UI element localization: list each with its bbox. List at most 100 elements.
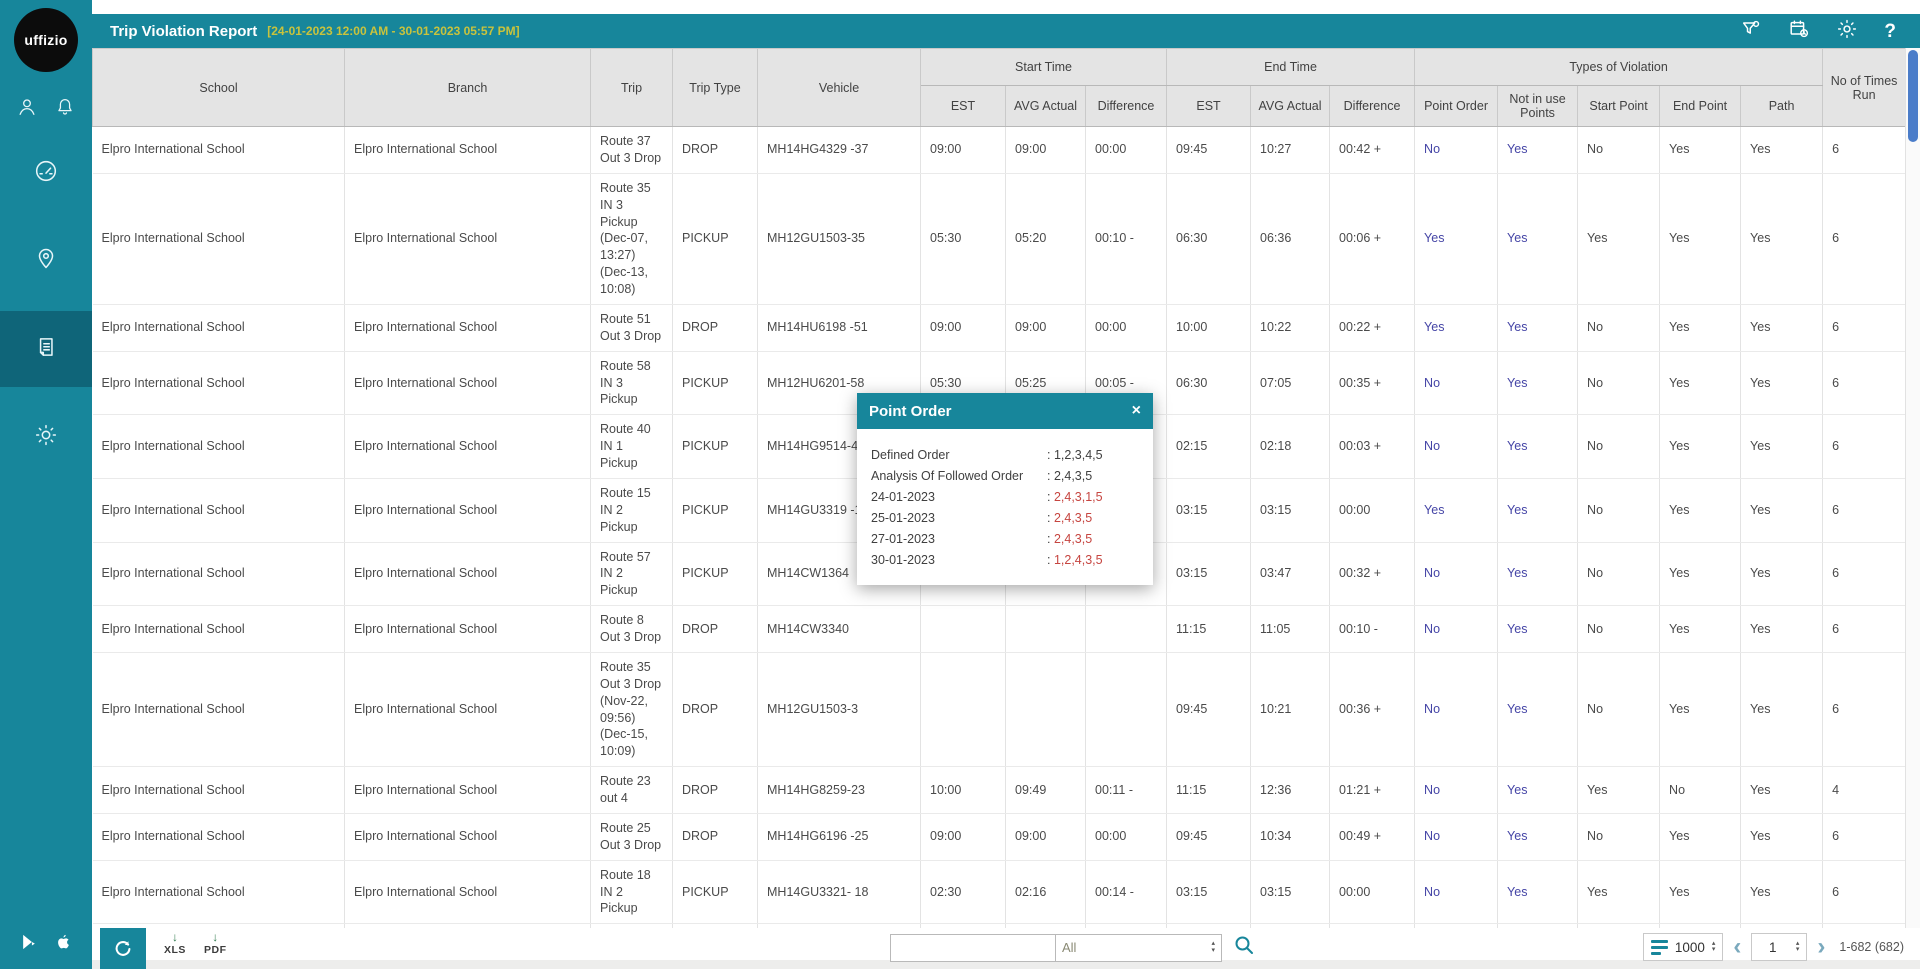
cell-not-in-use-link[interactable]: Yes — [1497, 414, 1579, 479]
cell-start-point: No — [1577, 923, 1661, 928]
group-header-start-time: Start Time — [919, 48, 1168, 86]
cell-vehicle: MH12GU1503-3 — [757, 652, 921, 768]
cell-end-est: 11:15 — [1166, 766, 1252, 814]
cell-point-order-link[interactable]: No — [1414, 351, 1499, 416]
cell-point-order-link[interactable]: Yes — [1414, 923, 1499, 928]
cell-point-order-link[interactable]: No — [1414, 813, 1499, 861]
search-column-selected: All — [1062, 940, 1077, 955]
cell-times-run: 6 — [1822, 605, 1907, 653]
cell-not-in-use-link[interactable]: Yes — [1497, 304, 1579, 352]
footer-bar: ↓ XLS ↓ PDF All ▴ ▾ 1000 ▴ ▾ ‹ 1 — [92, 928, 1920, 969]
search-icon[interactable] — [1232, 933, 1256, 962]
cell-not-in-use-link[interactable]: Yes — [1497, 605, 1579, 653]
cell-not-in-use-link[interactable]: Yes — [1497, 542, 1579, 607]
cell-start-diff: 00:00 — [1085, 813, 1168, 861]
cell-not-in-use-link[interactable]: Yes — [1497, 652, 1579, 768]
col-header-point-order: Point Order — [1414, 85, 1499, 127]
close-icon[interactable]: × — [1131, 402, 1141, 419]
google-play-icon[interactable] — [19, 932, 39, 957]
cell-not-in-use-link[interactable]: Yes — [1497, 813, 1579, 861]
cell-end-est: 09:45 — [1166, 813, 1252, 861]
cell-point-order-link[interactable]: Yes — [1414, 478, 1499, 543]
cell-end-avg: 07:05 — [1250, 351, 1331, 416]
cell-point-order-link[interactable]: Yes — [1414, 304, 1499, 352]
cell-not-in-use-link[interactable]: Yes — [1497, 478, 1579, 543]
table-row: Elpro International School Elpro Interna… — [92, 813, 1907, 861]
search-column-select[interactable]: All ▴ ▾ — [1056, 933, 1222, 962]
popup-row-label: Defined Order — [871, 448, 950, 462]
cell-start-avg: 09:00 — [1005, 813, 1086, 861]
page-number-input[interactable]: 1 ▴ ▾ — [1751, 933, 1808, 961]
cell-end-avg: 06:36 — [1250, 173, 1331, 305]
cell-end-diff: 00:49 + — [1329, 813, 1416, 861]
cell-trip: Route 44 Out 3 Drop — [590, 923, 673, 928]
cell-end-est: 03:15 — [1166, 542, 1252, 607]
cell-end-est: 11:15 — [1166, 605, 1252, 653]
col-header-end-est: EST — [1166, 85, 1252, 127]
rows-per-page-select[interactable]: 1000 ▴ ▾ — [1642, 933, 1724, 961]
sidebar-item-tracking[interactable] — [0, 223, 92, 299]
search-input[interactable] — [890, 933, 1056, 962]
cell-not-in-use-link[interactable]: Yes — [1497, 860, 1579, 925]
cell-end-point: Yes — [1659, 860, 1742, 925]
cell-point-order-link[interactable]: Yes — [1414, 173, 1499, 305]
cell-end-point: Yes — [1659, 478, 1742, 543]
cell-point-order-link[interactable]: No — [1414, 605, 1499, 653]
cell-branch: Elpro International School — [344, 173, 591, 305]
sidebar-item-settings[interactable] — [0, 399, 92, 475]
popup-row: 27-01-2023 2,4,3,5 — [871, 529, 1141, 550]
sidebar-item-dashboard[interactable] — [0, 135, 92, 211]
cell-end-avg: 10:34 — [1250, 813, 1331, 861]
vertical-scrollbar[interactable] — [1905, 48, 1920, 928]
cell-start-point: No — [1577, 652, 1661, 768]
filter-icon[interactable] — [1740, 18, 1762, 45]
cell-not-in-use-link[interactable]: Yes — [1497, 126, 1579, 174]
cell-point-order-link[interactable]: No — [1414, 766, 1499, 814]
popup-row-label: Analysis Of Followed Order — [871, 469, 1024, 483]
cell-start-point: No — [1577, 813, 1661, 861]
popup-row: 24-01-2023 2,4,3,1,5 — [871, 487, 1141, 508]
cell-start-diff — [1085, 605, 1168, 653]
cell-start-point: No — [1577, 414, 1661, 479]
cell-trip: Route 37 Out 3 Drop — [590, 126, 673, 174]
cell-point-order-link[interactable]: No — [1414, 860, 1499, 925]
chevron-right-icon[interactable]: › — [1817, 933, 1826, 960]
table-row: Elpro International School Elpro Interna… — [92, 652, 1907, 768]
cell-not-in-use-link[interactable]: Yes — [1497, 766, 1579, 814]
sidebar-item-reports[interactable] — [0, 311, 92, 387]
cell-point-order-link[interactable]: No — [1414, 652, 1499, 768]
apple-icon[interactable] — [53, 932, 73, 957]
cell-end-diff: 00:00 — [1329, 478, 1416, 543]
cell-not-in-use-link[interactable]: Yes — [1497, 351, 1579, 416]
popup-header: Point Order × — [857, 393, 1153, 429]
refresh-button[interactable] — [100, 928, 146, 969]
popup-row-label: 25-01-2023 — [871, 511, 935, 525]
trip-violation-table: School Branch Trip Trip Type Vehicle Sta… — [92, 48, 1907, 928]
cell-trip-type: DROP — [672, 126, 758, 174]
cell-trip: Route 57 IN 2 Pickup — [590, 542, 673, 607]
cell-path: Yes — [1740, 414, 1824, 479]
cell-point-order-link[interactable]: No — [1414, 414, 1499, 479]
top-strip — [92, 0, 1920, 14]
chevron-left-icon[interactable]: ‹ — [1733, 933, 1742, 960]
cell-vehicle: MH14GU3321- 18 — [757, 860, 921, 925]
cell-branch: Elpro International School — [344, 860, 591, 925]
popup-title: Point Order — [869, 402, 952, 420]
cell-not-in-use-link[interactable]: Yes — [1497, 173, 1579, 305]
vertical-scrollbar-thumb[interactable] — [1908, 50, 1918, 142]
calendar-clock-icon[interactable] — [1788, 18, 1810, 45]
settings-icon[interactable] — [1836, 18, 1858, 45]
help-icon[interactable]: ? — [1884, 20, 1896, 42]
bell-icon[interactable] — [54, 96, 76, 123]
report-icon — [33, 334, 59, 365]
export-xls-button[interactable]: ↓ XLS — [164, 931, 186, 956]
cell-point-order-link[interactable]: No — [1414, 542, 1499, 607]
cell-times-run: 6 — [1822, 414, 1907, 479]
user-icon[interactable] — [16, 96, 38, 123]
export-pdf-button[interactable]: ↓ PDF — [204, 931, 227, 956]
cell-start-avg: 09:00 — [1005, 126, 1086, 174]
cell-start-avg — [1005, 605, 1086, 653]
cell-point-order-link[interactable]: No — [1414, 126, 1499, 174]
cell-not-in-use-link[interactable]: Yes — [1497, 923, 1579, 928]
cell-end-point: Yes — [1659, 542, 1742, 607]
